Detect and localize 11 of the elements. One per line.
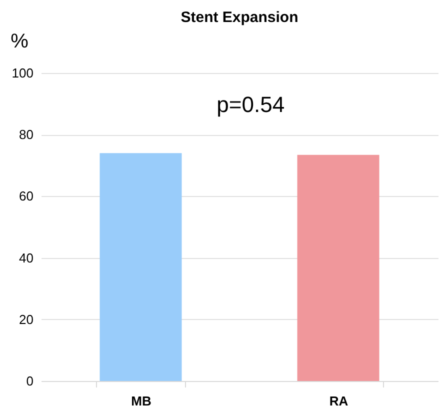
y-tick-label: 100 [12,66,34,80]
y-axis-title: % [10,30,29,52]
y-tick-label: 20 [19,312,34,327]
annotation: p=0.54 [216,92,285,117]
y-tick-label: 60 [19,188,34,204]
x-tick-label: MB [131,394,152,408]
x-tick-label: RA [329,394,349,408]
y-tick-label: 0 [26,374,34,388]
y-tick-label: 80 [19,127,34,142]
y-tick-label: 40 [19,250,34,266]
chart-title: Stent Expansion [180,9,298,26]
